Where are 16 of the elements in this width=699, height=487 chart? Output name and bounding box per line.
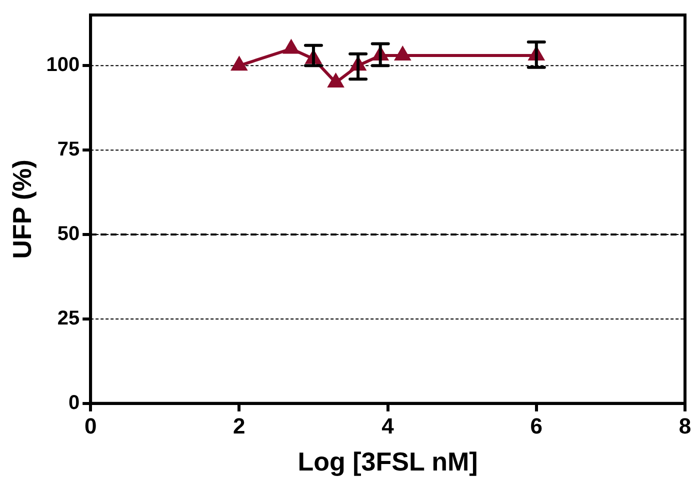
x-tick-label: 2 bbox=[233, 414, 246, 439]
x-tick-label: 6 bbox=[530, 414, 543, 439]
y-tick-label: 75 bbox=[57, 138, 80, 161]
point bbox=[284, 40, 299, 54]
x-tick-label: 8 bbox=[678, 414, 692, 439]
y-tick-label: 50 bbox=[57, 223, 80, 246]
y-tick-label: 100 bbox=[46, 54, 80, 76]
x-tick-label: 4 bbox=[382, 414, 395, 439]
x-axis-title: Log [3FSL nM] bbox=[298, 446, 478, 477]
point bbox=[395, 47, 410, 61]
x-tick-label: 0 bbox=[84, 414, 97, 439]
y-axis-title: UFP (%) bbox=[6, 160, 37, 259]
point bbox=[232, 57, 247, 71]
y-tick-label: 25 bbox=[57, 307, 80, 330]
y-tick-label: 0 bbox=[68, 392, 80, 414]
point bbox=[328, 74, 344, 88]
